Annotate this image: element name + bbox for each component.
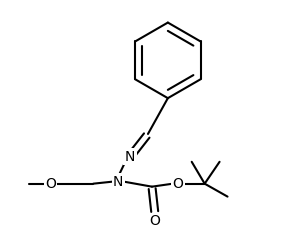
Text: N: N bbox=[125, 150, 135, 164]
Text: O: O bbox=[45, 177, 56, 191]
Text: O: O bbox=[149, 214, 160, 229]
Text: O: O bbox=[172, 177, 183, 191]
Text: N: N bbox=[113, 175, 123, 189]
